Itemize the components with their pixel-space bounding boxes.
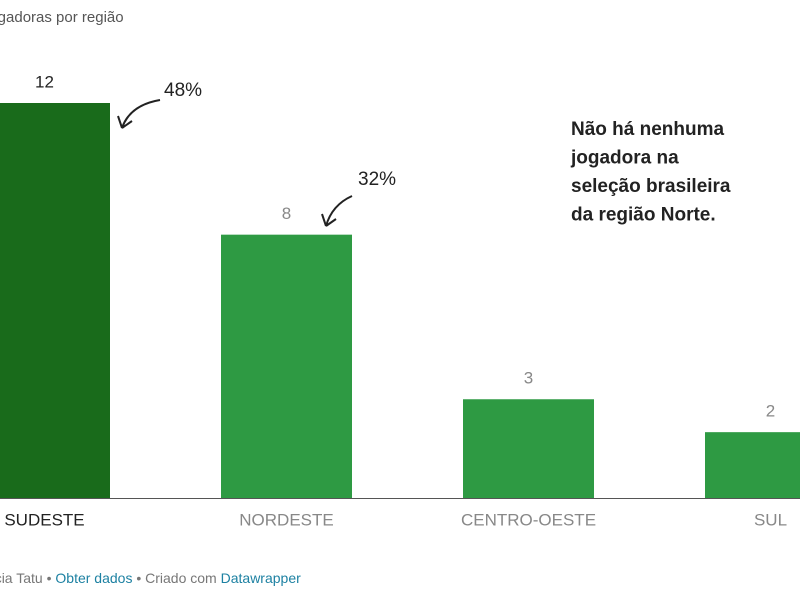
note: Não há nenhuma jogadora na seleção brasile…: [570, 119, 731, 226]
chart-title: jogadoras por região: [0, 9, 124, 26]
get-data-link[interactable]: Obter dados: [55, 570, 133, 586]
value-label: 3: [524, 369, 533, 388]
separator: •: [46, 570, 52, 586]
separator: •: [136, 570, 142, 586]
bar: [221, 234, 352, 498]
source: Agência Tatu: [0, 570, 43, 586]
note-line: seleção brasileira: [571, 176, 731, 197]
x-tick-label: SUDESTE: [4, 510, 84, 529]
value-label: 12: [35, 72, 54, 91]
x-tick-label: NORDESTE: [239, 510, 333, 529]
note-line: da região Norte.: [571, 205, 716, 226]
x-tick-label: CENTRO-OESTE: [461, 510, 596, 529]
note-line: jogadora na: [570, 148, 679, 169]
annotation-arrow: [117, 99, 161, 129]
x-tick-label: SUL: [754, 510, 787, 529]
annotation: 32%: [358, 169, 396, 190]
value-label: 8: [282, 204, 291, 223]
bar: [463, 399, 594, 498]
bar: [705, 432, 800, 498]
footer: Agência Tatu • Obter dados • Criado com …: [0, 570, 301, 586]
bar: [0, 103, 110, 498]
annotation: 48%: [164, 80, 202, 101]
tool-link[interactable]: Datawrapper: [220, 570, 301, 586]
note-line: Não há nenhuma: [571, 119, 725, 140]
value-label: 2: [766, 402, 775, 421]
annotation-arrow: [321, 195, 353, 227]
created-with: Criado com: [145, 570, 217, 586]
